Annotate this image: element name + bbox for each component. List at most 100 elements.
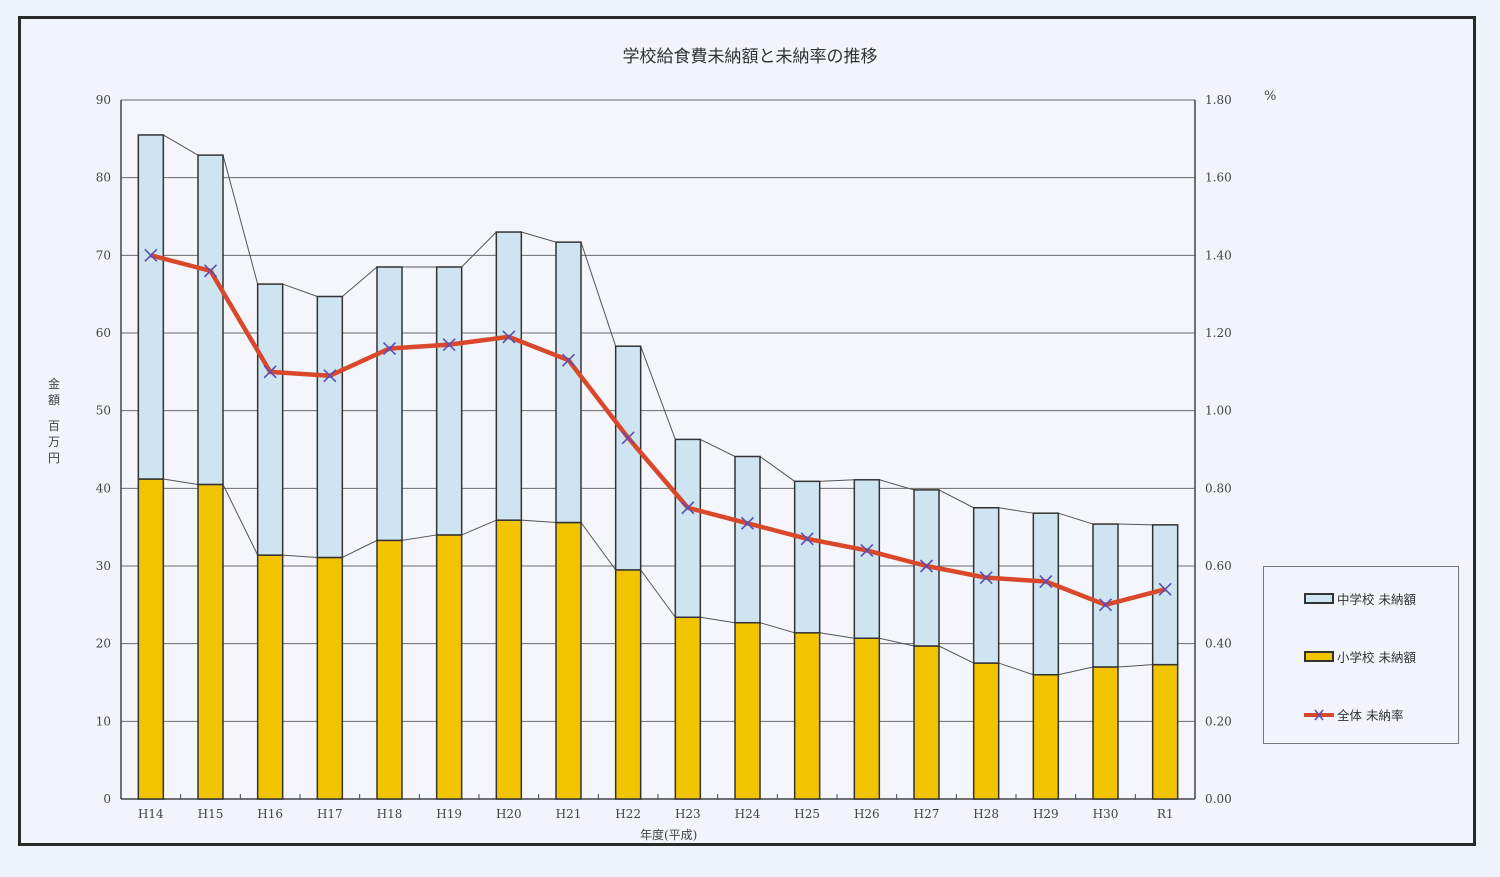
- x-marker-icon: [203, 264, 218, 278]
- bar-junior-high: [1151, 524, 1179, 666]
- x-marker-icon: [263, 365, 277, 379]
- legend: 中学校 未納額 小学校 未納額 全体 未納率: [1263, 566, 1459, 744]
- x-tick-label: H21: [556, 807, 582, 821]
- legend-swatch-light-blue: [1304, 593, 1334, 604]
- x-tick-label: H16: [257, 807, 283, 821]
- x-marker-icon: [621, 431, 635, 445]
- y-tick-label: 10: [96, 714, 111, 728]
- y-right-tick-label: 1.80: [1205, 93, 1232, 107]
- bar-elementary: [1092, 666, 1119, 800]
- y-right-tick-label: 1.60: [1205, 171, 1232, 185]
- y-right-tick-label: 1.20: [1205, 326, 1232, 340]
- bar-junior-high: [376, 266, 403, 542]
- x-tick-label: H19: [436, 807, 462, 821]
- x-marker-icon: [144, 248, 158, 262]
- bar-junior-high: [972, 507, 1000, 664]
- bar-junior-high: [256, 283, 284, 556]
- legend-item-rate: 全体 未納率: [1302, 705, 1403, 724]
- x-tick-label: H20: [496, 807, 522, 821]
- y-right-tick-label: 0.40: [1205, 637, 1232, 651]
- x-marker-icon: [919, 559, 934, 573]
- y-tick-label: 30: [96, 559, 111, 573]
- bar-junior-high: [1032, 512, 1060, 676]
- x-tick-label: H14: [138, 807, 164, 821]
- x-tick-label: H26: [854, 807, 880, 821]
- bar-junior-high: [316, 295, 344, 559]
- x-marker-icon: [561, 353, 576, 367]
- bar-elementary: [376, 539, 403, 800]
- chart-title: 学校給食費未納額と未納率の推移: [622, 47, 878, 67]
- bar-elementary: [614, 569, 642, 800]
- bar-junior-high: [495, 231, 523, 521]
- y-right-tick-label: 0.00: [1205, 792, 1232, 806]
- bar-junior-high: [435, 266, 463, 536]
- rate-line: [150, 253, 1166, 608]
- x-tick-label: H29: [1033, 807, 1059, 821]
- bar-elementary: [674, 616, 702, 800]
- bar-elementary: [197, 483, 224, 800]
- bar-junior-high: [137, 134, 165, 480]
- x-marker-icon: [442, 338, 456, 352]
- bar-elementary: [495, 519, 523, 800]
- legend-line-x-marker-icon: [1302, 709, 1336, 721]
- right-axis-unit: %: [1264, 89, 1277, 104]
- bar-junior-high: [555, 241, 582, 524]
- bar-elementary: [913, 645, 940, 800]
- y-tick-label: 60: [96, 326, 111, 340]
- x-marker-icon: [800, 532, 814, 546]
- bar-elementary: [256, 554, 284, 800]
- x-tick-label: H30: [1093, 807, 1119, 821]
- x-marker-icon: [502, 330, 516, 344]
- bar-junior-high: [793, 480, 821, 634]
- x-marker-icon: [1158, 582, 1172, 596]
- bar-elementary: [316, 556, 344, 800]
- bar-elementary: [1032, 673, 1060, 800]
- x-tick-label: H15: [198, 807, 224, 821]
- y-axis-label: 金 額 百 万 円: [47, 377, 60, 465]
- y-tick-label: 50: [96, 404, 111, 418]
- x-tick-label: H25: [794, 807, 820, 821]
- x-marker-icon: [323, 369, 337, 383]
- bar-junior-high: [674, 438, 702, 619]
- x-marker-icon: [740, 516, 755, 530]
- legend-item-elementary: 小学校 未納額: [1304, 647, 1416, 666]
- x-tick-label: H22: [615, 807, 641, 821]
- bar-elementary: [435, 534, 463, 800]
- bar-elementary: [793, 632, 821, 800]
- x-tick-label: H24: [735, 807, 761, 821]
- y-right-tick-label: 0.80: [1205, 481, 1232, 495]
- y-right-tick-label: 0.60: [1205, 559, 1232, 573]
- bar-elementary: [137, 478, 165, 800]
- bar-elementary: [1151, 663, 1179, 800]
- bar-elementary: [555, 521, 582, 800]
- legend-item-junior-high: 中学校 未納額: [1304, 589, 1416, 608]
- bar-elementary: [853, 637, 881, 800]
- x-marker-icon: [681, 501, 695, 515]
- y-tick-label: 90: [96, 93, 111, 107]
- bar-elementary: [734, 621, 761, 800]
- bar-junior-high: [734, 455, 761, 624]
- x-tick-label: H23: [675, 807, 701, 821]
- x-tick-label: H17: [317, 807, 343, 821]
- bar-junior-high: [1092, 523, 1119, 668]
- y-tick-label: 0: [103, 792, 111, 806]
- x-tick-label: R1: [1157, 807, 1174, 821]
- x-marker-icon: [860, 543, 874, 558]
- y-tick-label: 80: [96, 171, 111, 185]
- y-right-tick-label: 0.20: [1205, 714, 1232, 728]
- bar-junior-high: [197, 154, 224, 486]
- y-tick-label: 70: [96, 248, 111, 262]
- x-tick-label: H18: [377, 807, 403, 821]
- legend-swatch-yellow: [1304, 651, 1334, 662]
- y-tick-label: 20: [96, 637, 111, 651]
- x-marker-icon: [1039, 574, 1053, 589]
- bar-junior-high: [614, 345, 642, 571]
- y-right-tick-label: 1.40: [1205, 248, 1232, 262]
- x-axis-label: 年度(平成): [640, 828, 698, 842]
- x-marker-icon: [979, 571, 993, 585]
- y-tick-label: 40: [96, 481, 111, 495]
- bar-elementary: [972, 662, 1000, 800]
- x-marker-icon: [382, 341, 397, 356]
- bar-junior-high: [853, 479, 881, 639]
